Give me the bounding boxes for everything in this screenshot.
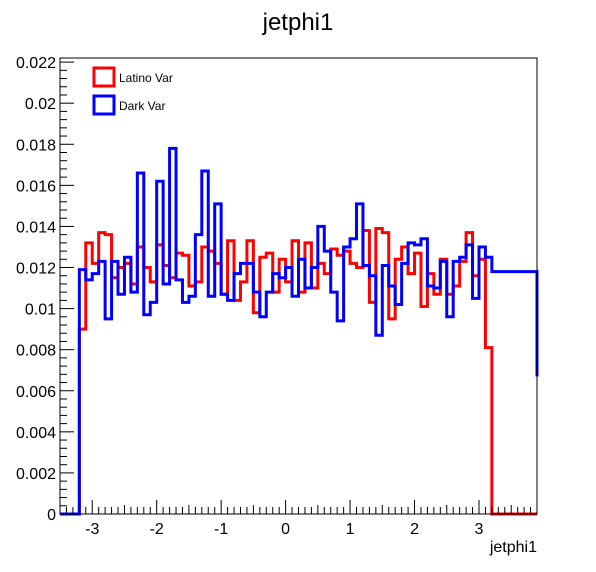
- y-axis: 0 0.002 0.004 0.006 0.008 0.01 0.012 0.014 0.016…: [16, 55, 74, 524]
- y-tick-label: 0.022: [16, 55, 56, 72]
- legend-swatch-dark-var: [92, 94, 116, 116]
- y-tick-label: 0.018: [16, 137, 56, 154]
- series-line-dark-var: [60, 146, 539, 516]
- y-tick-label: 0.012: [16, 261, 56, 278]
- x-tick-label: -2: [150, 521, 164, 538]
- y-tick-label: 0: [47, 507, 56, 524]
- series-layer: [60, 146, 539, 516]
- y-tick-label: 0.004: [16, 425, 56, 442]
- y-tick-label: 0.008: [16, 343, 56, 360]
- legend: Latino Var Dark Var: [92, 66, 173, 116]
- y-tick-label: 0.01: [25, 302, 56, 319]
- x-axis-label: jetphi1: [489, 539, 537, 556]
- chart-title: jetphi1: [262, 9, 334, 36]
- x-tick-label: -3: [85, 521, 99, 538]
- legend-label-dark-var: Dark Var: [119, 99, 165, 113]
- y-tick-label: 0.006: [16, 384, 56, 401]
- x-tick-label: 1: [346, 521, 355, 538]
- y-tick-label: 0.016: [16, 178, 56, 195]
- legend-label-latino-var: Latino Var: [119, 71, 173, 85]
- x-tick-label: 0: [281, 521, 290, 538]
- legend-swatch-latino-var: [92, 66, 116, 88]
- y-tick-label: 0.02: [25, 96, 56, 113]
- x-tick-label: 3: [475, 521, 484, 538]
- x-tick-label: -1: [214, 521, 228, 538]
- x-tick-label: 2: [410, 521, 419, 538]
- y-tick-label: 0.014: [16, 219, 56, 236]
- y-tick-label: 0.002: [16, 466, 56, 483]
- x-axis: -3 -2 -1 0 1 2 3: [59, 500, 538, 538]
